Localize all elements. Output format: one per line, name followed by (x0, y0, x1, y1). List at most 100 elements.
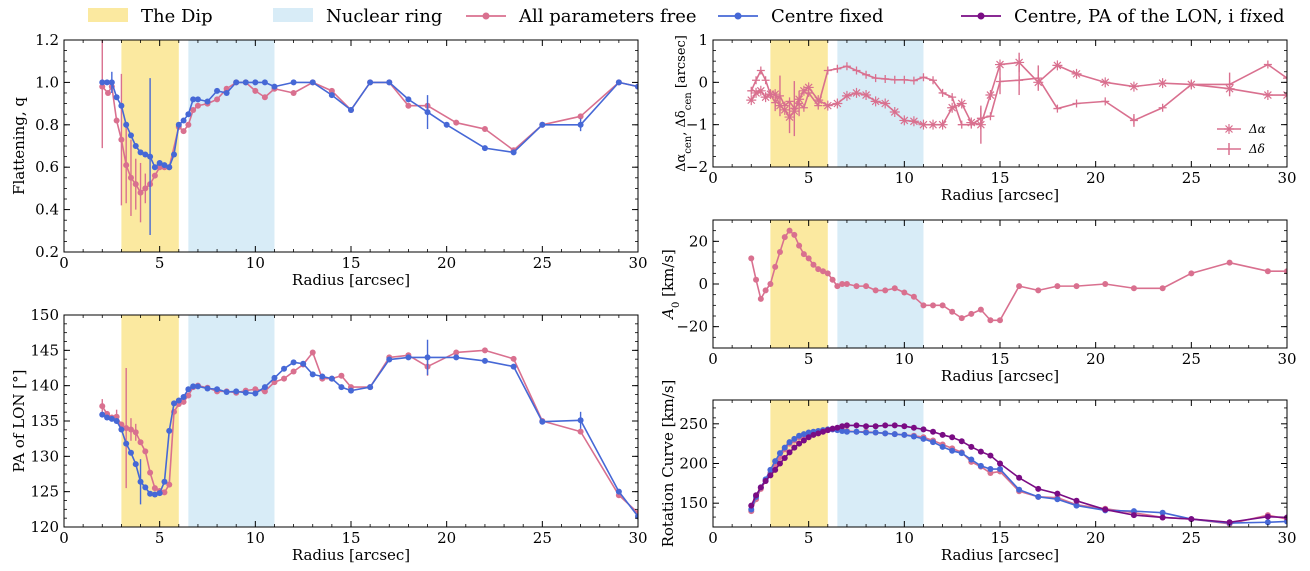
data-point (482, 126, 488, 132)
data-point (892, 422, 898, 428)
data-point (114, 418, 120, 424)
data-point (114, 118, 120, 124)
data-point (995, 60, 1005, 70)
data-point (195, 103, 201, 109)
x-axis-label: Radius [arcsec] (292, 271, 410, 289)
legend-item-1: Nuclear ring (273, 6, 442, 27)
data-point (854, 283, 860, 289)
data-point (842, 91, 852, 101)
data-point (901, 423, 907, 429)
data-point (930, 439, 936, 445)
data-point (1035, 486, 1041, 492)
data-point (997, 461, 1003, 467)
data-point (940, 432, 946, 438)
data-point (801, 251, 807, 257)
data-point (176, 122, 182, 128)
series-group (99, 25, 641, 235)
data-point (901, 290, 907, 296)
series-- (747, 61, 1291, 137)
y-tick-label: 0.6 (35, 158, 59, 176)
x-tick-label: 15 (990, 529, 1009, 547)
data-point (978, 449, 984, 455)
x-tick-label: 30 (1277, 169, 1296, 187)
series-line (102, 82, 638, 192)
x-tick-label: 25 (1182, 169, 1201, 187)
y-axis-label: Flattening, q (10, 97, 28, 195)
data-point (959, 438, 965, 444)
data-point (882, 422, 888, 428)
data-point (785, 112, 795, 122)
data-point (386, 79, 392, 85)
data-point (367, 384, 373, 390)
data-point (281, 366, 287, 372)
y-tick-label: 120 (30, 518, 59, 536)
series-group (748, 228, 1290, 324)
data-point (338, 373, 344, 379)
data-point (772, 467, 778, 473)
y-axis-label-part: [arcsec] (674, 35, 689, 92)
data-point (1160, 514, 1166, 520)
x-tick-label: 0 (708, 169, 718, 187)
x-tick-label: 5 (155, 254, 165, 272)
data-point (300, 361, 306, 367)
data-point (138, 190, 144, 196)
series-group (746, 53, 1292, 144)
x-tick-label: 10 (246, 254, 265, 272)
dip-region (770, 220, 827, 348)
data-point (128, 175, 134, 181)
data-point (405, 354, 411, 360)
data-point (756, 86, 766, 96)
data-point (142, 448, 148, 454)
data-point (319, 373, 325, 379)
data-point (996, 77, 1004, 85)
data-point (968, 311, 974, 317)
data-point (338, 384, 344, 390)
x-tick-label: 15 (341, 254, 360, 272)
chart-panels: 0 5 10 15 20 25 300.20.40.60.81.01.2Radius [ar… (10, 25, 1297, 564)
x-axis-label: Radius [arcsec] (941, 367, 1059, 385)
data-point (1016, 475, 1022, 481)
data-point (291, 90, 297, 96)
data-point (1035, 494, 1041, 500)
data-point (105, 90, 111, 96)
data-point (405, 103, 411, 109)
data-point (810, 262, 816, 268)
x-tick-label: 20 (1086, 350, 1105, 368)
data-point (444, 122, 450, 128)
data-point (281, 376, 287, 382)
x-tick-label: 25 (533, 529, 552, 547)
data-point (1160, 285, 1166, 291)
y-tick-label: 1.0 (35, 73, 59, 91)
legend-patch (273, 8, 313, 22)
data-point (142, 484, 148, 490)
data-point (123, 441, 129, 447)
data-point (758, 484, 764, 490)
data-point (482, 347, 488, 353)
legend-label: All parameters free (518, 6, 697, 27)
data-point (243, 79, 249, 85)
x-tick-label: 15 (341, 529, 360, 547)
x-tick-label: 30 (1277, 529, 1296, 547)
y-axis-label: PA of LON [°] (10, 369, 28, 472)
y-tick-label: 150 (30, 306, 59, 324)
data-point (386, 357, 392, 363)
data-point (901, 432, 907, 438)
data-point (832, 99, 842, 109)
data-point (109, 79, 115, 85)
x-tick-label: 15 (990, 350, 1009, 368)
data-point (918, 120, 928, 130)
data-point (271, 84, 277, 90)
data-point (181, 118, 187, 124)
data-point (844, 429, 850, 435)
data-point (863, 430, 869, 436)
data-point (767, 472, 773, 478)
data-point (959, 450, 965, 456)
data-point (262, 384, 268, 390)
data-point (152, 173, 158, 179)
legend-label: The Dip (141, 6, 213, 27)
data-point (252, 88, 258, 94)
data-point (329, 376, 335, 382)
legend-patch (88, 8, 128, 22)
legend-item-0: The Dip (88, 6, 213, 27)
y-tick-label: 1 (698, 31, 708, 49)
